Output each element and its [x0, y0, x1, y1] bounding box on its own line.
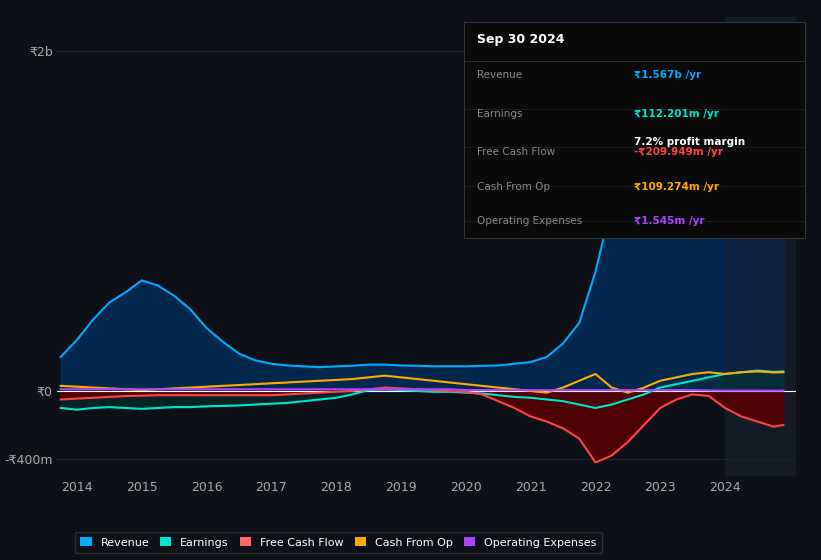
Text: ₹109.274m /yr: ₹109.274m /yr — [635, 182, 719, 192]
Text: 7.2% profit margin: 7.2% profit margin — [635, 137, 745, 147]
Text: Earnings: Earnings — [478, 109, 523, 119]
Text: Revenue: Revenue — [478, 70, 523, 80]
Text: ₹1.545m /yr: ₹1.545m /yr — [635, 217, 704, 226]
Text: ₹112.201m /yr: ₹112.201m /yr — [635, 109, 719, 119]
Legend: Revenue, Earnings, Free Cash Flow, Cash From Op, Operating Expenses: Revenue, Earnings, Free Cash Flow, Cash … — [75, 532, 602, 553]
Text: Sep 30 2024: Sep 30 2024 — [478, 33, 565, 46]
Text: Free Cash Flow: Free Cash Flow — [478, 147, 556, 157]
Bar — [725, 17, 803, 476]
Text: Operating Expenses: Operating Expenses — [478, 217, 583, 226]
Text: ₹1.567b /yr: ₹1.567b /yr — [635, 70, 701, 80]
Text: -₹209.949m /yr: -₹209.949m /yr — [635, 147, 723, 157]
Text: Cash From Op: Cash From Op — [478, 182, 551, 192]
